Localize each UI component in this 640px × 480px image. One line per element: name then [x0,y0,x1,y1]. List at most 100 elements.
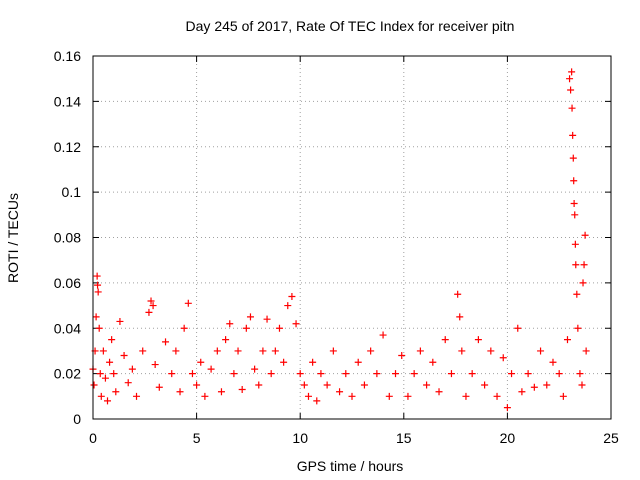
data-point [124,379,132,387]
data-point [222,336,230,344]
data-point [329,347,337,355]
data-point [481,381,489,389]
data-point [555,370,563,378]
data-point [423,381,431,389]
data-point [110,370,118,378]
data-point [162,338,170,346]
data-point [155,383,163,391]
data-point [230,370,238,378]
data-point [90,381,98,389]
data-point [572,261,580,269]
data-point [242,324,250,332]
data-point [568,104,576,112]
data-point [581,231,589,239]
data-point [184,299,192,307]
data-point [217,388,225,396]
data-point [566,75,574,83]
data-point [429,358,437,366]
data-point [373,370,381,378]
plot-frame [92,55,612,420]
data-point [112,388,120,396]
data-point [304,392,312,400]
data-point [379,331,387,339]
data-point [296,370,304,378]
data-point [149,302,157,310]
data-point [435,388,443,396]
y-tick-label: 0.12 [54,139,81,155]
y-tick-label: 0.14 [54,93,81,109]
data-point [398,351,406,359]
data-point [288,292,296,300]
y-tick-label: 0.02 [54,366,81,382]
data-point [569,154,577,162]
y-axis-label: ROTI / TECUs [5,193,21,283]
data-point [139,347,147,355]
x-tick-label: 15 [396,430,412,446]
grid-lines [93,56,611,419]
data-point [503,404,511,412]
data-point [582,347,590,355]
data-point [568,68,576,76]
data-point [543,381,551,389]
y-tick-label: 0.16 [54,48,81,64]
data-point [468,370,476,378]
y-axis-ticks: 0 0.02 0.04 0.06 0.08 0.1 0.12 0.14 0.16 [54,48,611,427]
data-point [570,199,578,207]
data-point [573,290,581,298]
data-point [499,354,507,362]
data-point [97,392,105,400]
data-point [180,324,188,332]
data-point [246,313,254,321]
data-point [267,370,275,378]
data-point [101,374,109,382]
data-point [120,351,128,359]
y-tick-label: 0.04 [54,320,81,336]
data-point [571,211,579,219]
data-point [354,358,362,366]
data-point [474,336,482,344]
data-point [462,392,470,400]
data-point [94,281,102,289]
data-point [317,370,325,378]
data-point [454,290,462,298]
chart-title: Day 245 of 2017, Rate Of TEC Index for r… [186,18,515,34]
data-point [201,392,209,400]
data-point [145,308,153,316]
data-point [309,358,317,366]
data-point [92,313,100,321]
data-point [323,381,331,389]
data-point [524,370,532,378]
x-tick-label: 10 [292,430,308,446]
data-point [94,288,102,296]
data-point [106,358,114,366]
y-tick-label: 0.08 [54,230,81,246]
x-tick-label: 25 [603,430,619,446]
data-point [116,317,124,325]
data-point [578,381,586,389]
data-point [416,347,424,355]
data-point [207,365,215,373]
data-point [563,336,571,344]
data-point [238,386,246,394]
data-point [284,302,292,310]
data-point [96,370,104,378]
data-point [537,347,545,355]
data-point [367,347,375,355]
data-point [280,358,288,366]
data-point [342,370,350,378]
x-tick-label: 5 [193,430,201,446]
data-point [104,397,112,405]
data-point [93,272,101,280]
data-point [151,361,159,369]
data-point [259,347,267,355]
data-point [410,370,418,378]
data-point [514,324,522,332]
data-point [213,347,221,355]
data-point [580,261,588,269]
data-point [188,370,196,378]
data-point [168,370,176,378]
data-point [549,358,557,366]
data-point [530,383,538,391]
data-point [508,370,516,378]
data-point [172,347,180,355]
